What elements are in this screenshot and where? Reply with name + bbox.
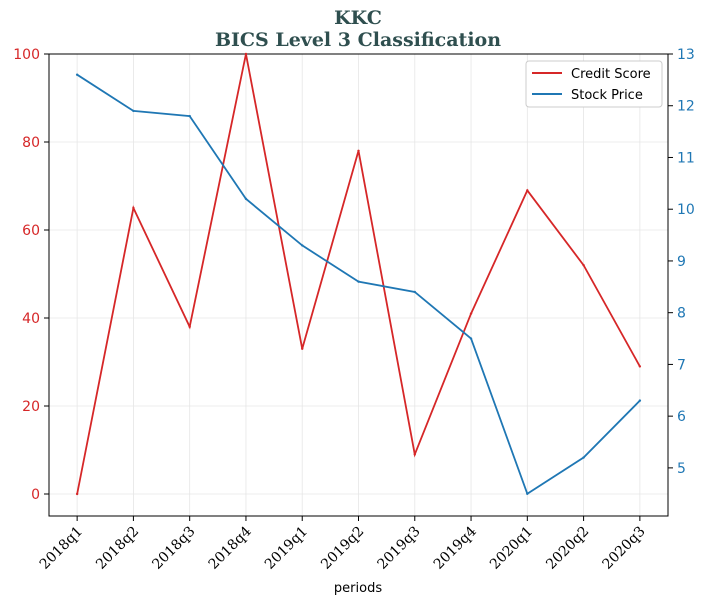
grid [49,53,668,516]
data-point-stock-price [469,337,473,340]
data-point-stock-price [582,456,585,459]
data-point-stock-price [413,290,416,294]
data-point-credit-score [638,365,642,368]
data-point-credit-score [469,312,473,315]
y-left-tick-label: 100 [13,47,40,63]
data-point-credit-score [413,453,416,456]
x-axis-label: periods [334,581,382,596]
y-left-tick-label: 40 [22,311,40,327]
data-point-stock-price [526,492,529,495]
data-point-stock-price [244,197,248,201]
data-point-credit-score [357,149,360,152]
y-left-tick-label: 60 [22,223,40,239]
data-point-credit-score [132,206,135,210]
data-point-stock-price [132,109,135,113]
y-left-tick-label: 80 [22,135,40,151]
legend-label-stock-price: Stock Price [571,88,643,103]
series [75,52,642,496]
chart-title: KKC [334,7,382,29]
data-point-credit-score [526,189,529,192]
data-point-stock-price [301,244,304,247]
y-right-tick-label: 13 [677,47,695,63]
data-point-stock-price [188,114,191,118]
y-left-tick-label: 0 [31,487,40,503]
y-left-tick-label: 20 [22,399,40,415]
data-point-credit-score [301,347,304,350]
data-point-credit-score [188,325,191,328]
axes [44,53,673,521]
legend-label-credit-score: Credit Score [571,67,651,82]
data-point-credit-score [582,264,585,267]
y-right-tick-label: 7 [677,357,686,373]
data-point-stock-price [75,73,79,76]
y-right-tick-label: 6 [677,409,686,425]
y-right-tick-label: 9 [677,254,686,270]
legend: Credit Score Stock Price [525,60,663,108]
data-point-stock-price [357,280,360,283]
y-right-tick-label: 12 [677,99,695,115]
chart-subtitle: BICS Level 3 Classification [215,29,501,51]
y-right-tick-label: 8 [677,306,686,322]
y-right-tick-label: 11 [677,150,695,166]
data-point-credit-score [75,492,79,496]
y-right-tick-label: 5 [677,461,686,477]
data-point-stock-price [638,399,642,402]
y-right-tick-label: 10 [677,202,695,218]
data-point-credit-score [244,52,248,56]
